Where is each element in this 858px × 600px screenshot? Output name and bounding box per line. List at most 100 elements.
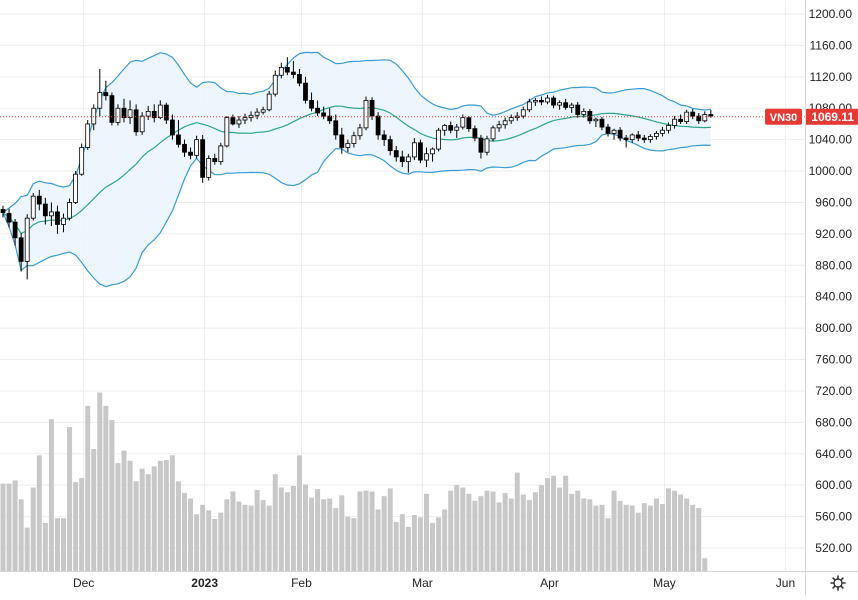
candle <box>672 116 677 129</box>
volume-bar <box>333 507 339 571</box>
candle <box>351 131 357 148</box>
volume-bar <box>188 498 194 571</box>
volume-bar <box>696 507 702 571</box>
gear-tooth <box>840 585 844 589</box>
candle <box>708 109 714 118</box>
volume-bar <box>309 497 315 571</box>
y-tick-label: 760.00 <box>815 353 852 367</box>
candle-body-up <box>666 125 671 131</box>
candle <box>290 61 296 79</box>
candle <box>79 143 85 176</box>
volume-bar <box>260 500 266 571</box>
candle <box>284 57 290 76</box>
candle-body-up <box>629 134 635 141</box>
candle <box>6 208 12 228</box>
candle <box>0 205 6 218</box>
candle-body-down <box>393 150 399 158</box>
y-tick-label: 960.00 <box>815 195 852 209</box>
candle <box>206 155 212 181</box>
candle <box>508 114 514 124</box>
candle <box>478 134 484 159</box>
candle-body-up <box>545 97 550 103</box>
volume-bar <box>127 460 133 571</box>
volume-bar <box>115 463 121 571</box>
candle-body-down <box>163 104 169 121</box>
volume-bar <box>24 527 30 571</box>
volume-bar <box>151 466 157 571</box>
candle-body-up <box>436 129 442 150</box>
candle-body-down <box>708 114 714 117</box>
volume-bar <box>411 515 417 571</box>
y-tick-label: 840.00 <box>815 290 852 304</box>
volume-bar <box>54 518 60 571</box>
candle <box>139 112 145 135</box>
candle <box>345 139 351 153</box>
candle-body-up <box>442 125 448 131</box>
volume-bar <box>478 496 484 571</box>
candle <box>587 109 593 124</box>
time-axis[interactable]: Dec 2023 Feb Mar Apr May Jun <box>73 576 795 590</box>
candle-body-up <box>351 135 357 144</box>
volume-bar <box>321 499 327 571</box>
candle-body-down <box>12 221 18 239</box>
candle <box>623 134 629 148</box>
volume-bar <box>587 499 593 571</box>
candle-body-up <box>345 143 351 148</box>
candle-body-up <box>157 104 163 119</box>
candle <box>611 128 617 140</box>
volume-bar <box>617 500 623 571</box>
x-tick-label: 2023 <box>191 576 218 590</box>
volume-bar <box>605 518 611 571</box>
candle-body-down <box>212 158 218 163</box>
candle <box>424 147 429 168</box>
candle <box>533 98 538 106</box>
candle <box>188 147 193 160</box>
volume-bar <box>357 491 363 571</box>
candle-body-up <box>278 67 284 76</box>
volume-bar <box>42 522 48 571</box>
candle <box>387 135 393 156</box>
price-axis[interactable]: 1200.001160.001120.001080.001040.001000.… <box>809 7 853 555</box>
volume-bar <box>194 514 200 571</box>
candle <box>218 142 224 165</box>
candle-body-down <box>375 115 381 136</box>
volume-bar <box>175 481 181 571</box>
volume-bar <box>647 505 653 571</box>
candle <box>442 123 448 136</box>
candle <box>393 145 399 162</box>
candle <box>127 100 133 124</box>
candle-body-down <box>399 156 405 163</box>
candle <box>303 76 308 104</box>
volume-bar <box>254 489 260 571</box>
volume-bar <box>363 490 369 571</box>
candle-body-down <box>339 134 345 148</box>
candle <box>42 197 48 225</box>
candle <box>230 114 236 126</box>
candle <box>690 109 696 120</box>
candle-body-up <box>702 114 708 122</box>
volume-bar <box>121 450 127 571</box>
candle <box>309 92 314 112</box>
candle <box>73 171 78 205</box>
candle-body-up <box>260 109 266 113</box>
candle-body-up <box>611 129 617 134</box>
volume-bar <box>641 503 647 571</box>
candle-body-down <box>36 195 42 205</box>
candle <box>297 68 302 87</box>
candle-body-up <box>660 129 665 134</box>
candle <box>200 134 206 183</box>
volume-bar <box>182 493 187 571</box>
candle <box>339 127 345 154</box>
volume-bar <box>496 502 502 571</box>
candle <box>315 100 321 117</box>
settings-gear-icon[interactable] <box>830 575 846 591</box>
candle-body-up <box>514 115 520 119</box>
candle-body-up <box>647 136 653 141</box>
candle-body-up <box>30 195 36 219</box>
candle <box>212 153 218 165</box>
candle-body-up <box>242 117 248 121</box>
candle-body-down <box>539 99 544 103</box>
volume-bar <box>599 504 605 571</box>
